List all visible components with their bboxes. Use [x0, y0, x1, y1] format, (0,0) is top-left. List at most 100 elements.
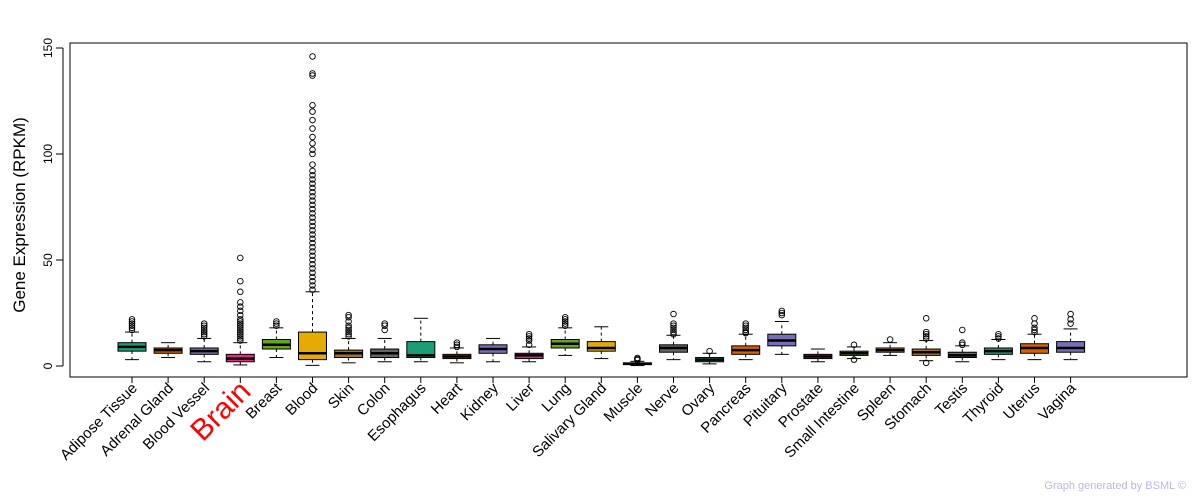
outlier-point [453, 341, 461, 349]
outlier-point [778, 309, 786, 317]
outlier-point [237, 337, 244, 344]
outlier-point [309, 184, 316, 192]
outlier-point [309, 188, 316, 196]
outlier-point [1031, 315, 1038, 322]
outlier-point [309, 150, 316, 158]
outlier-point [309, 193, 316, 200]
outlier-point [128, 324, 136, 332]
outlier-point [200, 330, 208, 338]
x-tick-label: Nerve [642, 380, 682, 420]
outlier-point [850, 356, 858, 363]
outlier-point [237, 307, 244, 315]
outlier-point [309, 252, 316, 260]
outlier-point [128, 322, 136, 329]
outlier-point [922, 330, 930, 338]
outlier-point [309, 265, 316, 272]
outlier-point [309, 218, 316, 226]
outlier-point [345, 328, 352, 336]
outlier-point [345, 326, 352, 334]
x-tick-label: Blood [282, 380, 321, 419]
outlier-point [670, 324, 677, 332]
outlier-point [200, 320, 208, 327]
outlier-point [309, 277, 316, 285]
credit-watermark: Graph generated by BSML © [1044, 480, 1186, 492]
outlier-point [670, 328, 677, 336]
outlier-point [670, 310, 677, 318]
outlier-point [237, 303, 244, 310]
outlier-point [237, 324, 244, 332]
outlier-point [309, 260, 316, 268]
outlier-point [309, 210, 316, 217]
outlier-point [381, 322, 388, 329]
y-tick-label: 150 [41, 38, 55, 58]
outlier-point [237, 328, 244, 336]
outlier-point [237, 318, 244, 325]
outlier-point [1031, 320, 1038, 327]
outlier-point [634, 354, 641, 362]
outlier-point [309, 101, 316, 109]
outlier-point [345, 318, 352, 325]
outlier-point [561, 313, 569, 321]
outlier-point [742, 322, 749, 329]
outlier-point [309, 116, 316, 124]
outlier-point [995, 335, 1002, 342]
outlier-point [1067, 310, 1074, 318]
outlier-point [237, 254, 244, 262]
x-tick-label: Liver [503, 380, 538, 415]
outlier-point [273, 320, 280, 327]
outlier-point [237, 288, 244, 296]
outlier-point [345, 324, 352, 332]
outlier-point [742, 320, 749, 327]
y-tick-label: 50 [41, 253, 55, 267]
outlier-point [200, 328, 208, 336]
outlier-point [309, 70, 316, 77]
outlier-point [309, 197, 316, 204]
outlier-point [1067, 320, 1074, 327]
outlier-point [742, 326, 749, 334]
outlier-point [309, 72, 316, 79]
outlier-point [670, 326, 677, 334]
outlier-point [309, 201, 316, 209]
outlier-point [237, 322, 244, 329]
outlier-point [995, 330, 1002, 338]
outlier-point [345, 330, 352, 338]
outlier-point [309, 269, 316, 276]
outlier-point [309, 167, 316, 175]
outlier-point [453, 343, 461, 351]
outlier-point [1031, 324, 1038, 332]
outlier-point [922, 328, 930, 336]
outlier-point [309, 133, 316, 141]
outlier-point [345, 311, 352, 319]
outlier-point [309, 205, 316, 213]
outlier-point [128, 316, 136, 323]
outlier-point [922, 359, 930, 367]
outlier-point [1067, 316, 1074, 323]
outlier-point [922, 333, 930, 340]
outlier-point [309, 256, 316, 264]
outlier-point [200, 322, 208, 329]
outlier-point [128, 320, 136, 327]
outlier-point [309, 140, 316, 147]
outlier-point [309, 282, 316, 289]
box-esophagus [406, 341, 436, 359]
outlier-point [670, 330, 677, 338]
outlier-point [922, 335, 930, 342]
outlier-point [237, 299, 244, 306]
box-blood [298, 331, 327, 361]
outlier-point [959, 341, 966, 349]
outlier-point [309, 222, 316, 230]
x-tick-label: Muscle [601, 380, 647, 426]
outlier-point [778, 307, 786, 315]
outlier-point [670, 322, 677, 329]
outlier-point [959, 339, 966, 346]
y-tick-label: 100 [41, 144, 55, 164]
outlier-point [561, 320, 569, 327]
outlier-point [381, 320, 388, 327]
outlier-point [381, 326, 388, 334]
outlier-point [309, 180, 316, 187]
outlier-point [128, 326, 136, 334]
outlier-point [995, 333, 1002, 340]
outlier-point [778, 311, 786, 319]
outlier-point [237, 333, 244, 340]
